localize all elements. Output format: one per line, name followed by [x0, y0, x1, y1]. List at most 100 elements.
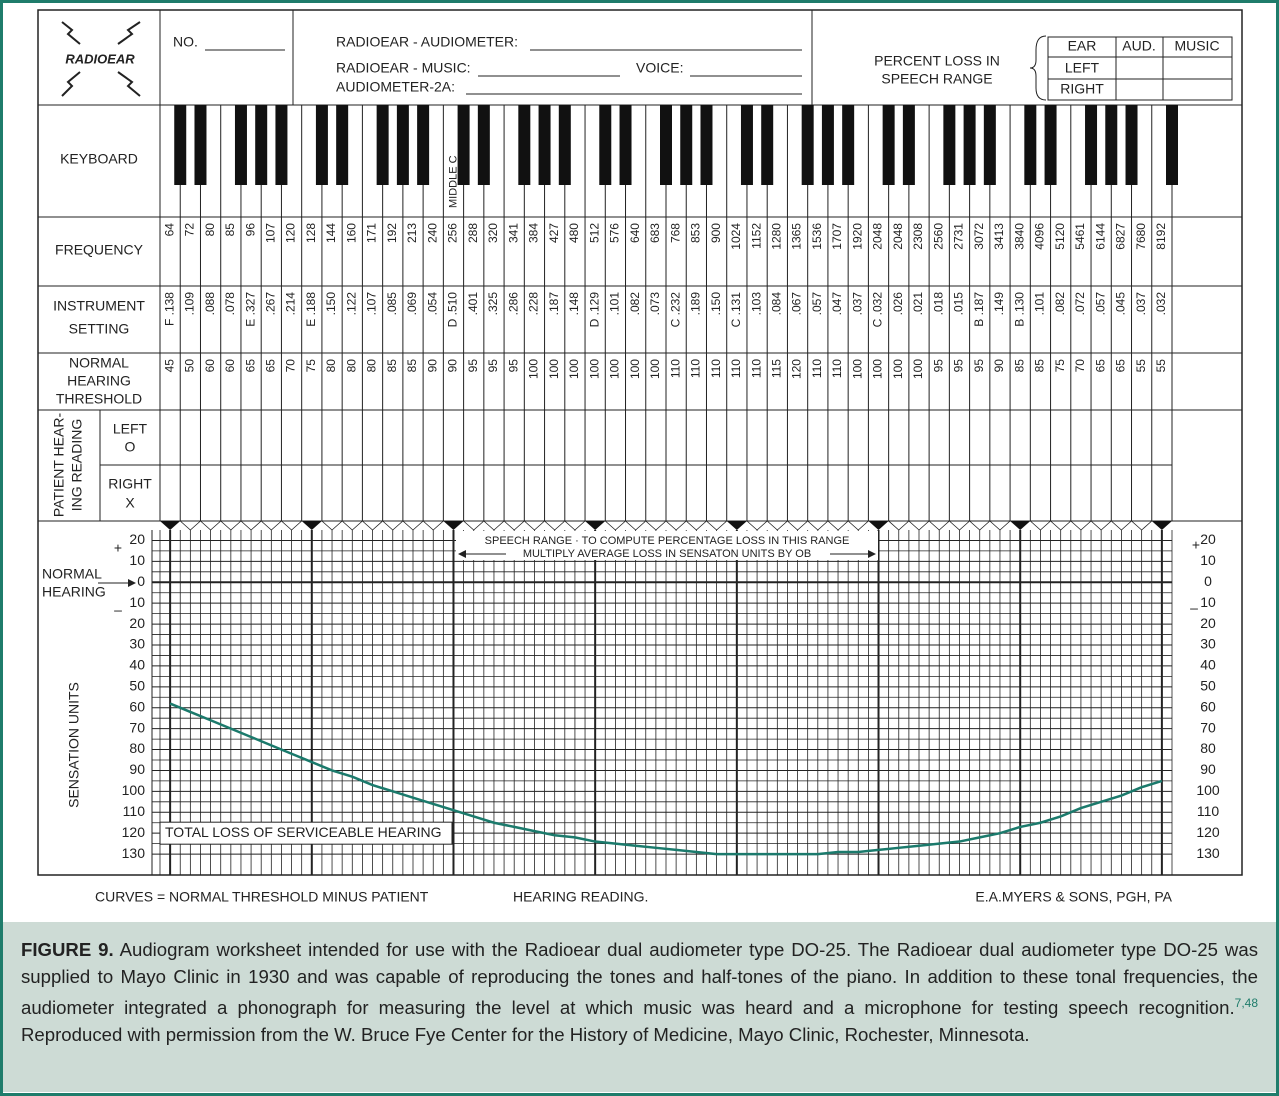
row-label: NORMAL [69, 355, 129, 371]
normal-threshold: 75 [1053, 359, 1067, 373]
y-tick-label: 60 [129, 698, 145, 714]
instrument-setting: .037 [1134, 292, 1148, 316]
black-key [620, 105, 632, 185]
pointer [909, 521, 929, 530]
frequency: 683 [648, 223, 662, 243]
instrument-setting: .084 [769, 292, 783, 316]
normal-threshold: 95 [486, 359, 500, 373]
normal-threshold: 110 [668, 359, 682, 378]
frequency: 6144 [1093, 223, 1107, 250]
normal-threshold: 110 [810, 359, 824, 378]
normal-threshold: 100 [850, 359, 864, 379]
axis-label: SENSATION UNITS [66, 682, 82, 808]
normal-threshold: 110 [709, 359, 723, 378]
instrument-setting: .072 [1073, 292, 1087, 316]
minus-sign: – [1190, 600, 1198, 616]
y-tick-label: 10 [129, 594, 145, 610]
normal-threshold: 85 [1012, 359, 1026, 373]
black-key [842, 105, 854, 185]
octave-pointer [160, 521, 180, 530]
black-key [822, 105, 834, 185]
instrument-setting: .401 [466, 292, 480, 316]
frequency: 320 [486, 223, 500, 243]
instrument-setting: C .032 [871, 292, 885, 328]
y2-tick-label: 20 [1200, 531, 1216, 547]
black-key [255, 105, 267, 185]
frequency: 341 [506, 223, 520, 243]
frequency: 107 [263, 223, 277, 243]
frequency: 640 [628, 223, 642, 243]
instrument-setting: .067 [790, 292, 804, 316]
row-label: O [125, 439, 136, 455]
instrument-setting: B .187 [972, 292, 986, 327]
frequency: 6827 [1114, 223, 1128, 250]
black-key [478, 105, 490, 185]
black-key [377, 105, 389, 185]
pointer [524, 521, 544, 530]
black-key [316, 105, 328, 185]
y2-tick-label: 90 [1200, 761, 1216, 777]
pointer [180, 521, 200, 530]
frequency: 288 [466, 223, 480, 243]
pointer [565, 521, 585, 530]
black-key [518, 105, 530, 185]
octave-pointer [727, 521, 747, 530]
black-key [417, 105, 429, 185]
black-key [458, 105, 470, 185]
black-key [660, 105, 672, 185]
black-key [741, 105, 753, 185]
octave-pointer [1152, 521, 1172, 530]
caption-refs: 7,48 [1235, 996, 1258, 1010]
instrument-setting: .150 [324, 292, 338, 316]
y-tick-label: 120 [122, 824, 146, 840]
instrument-setting: .021 [911, 292, 925, 316]
instrument-setting: .107 [365, 292, 379, 316]
pointer [990, 521, 1010, 530]
frequency: 3840 [1012, 223, 1026, 250]
black-key [1024, 105, 1036, 185]
frequency: 144 [324, 223, 338, 243]
instrument-setting: .122 [344, 292, 358, 316]
frequency: 2308 [911, 223, 925, 250]
y2-tick-label: 20 [1200, 615, 1216, 631]
black-key [397, 105, 409, 185]
frequency: 2731 [952, 223, 966, 250]
row-label: KEYBOARD [60, 151, 138, 167]
frequency: 427 [547, 223, 561, 243]
pointer [1111, 521, 1131, 530]
pointer [1030, 521, 1050, 530]
black-key [275, 105, 287, 185]
frequency: 2048 [871, 223, 885, 250]
normal-threshold: 90 [425, 359, 439, 373]
y-tick-label: 20 [129, 615, 145, 631]
octave-pointer [1010, 521, 1030, 530]
normal-threshold: 100 [608, 359, 622, 379]
percent-loss: SPEECH RANGE [881, 71, 992, 87]
instrument-setting: .109 [183, 292, 197, 316]
normal-threshold: 110 [830, 359, 844, 378]
instrument-setting: .026 [891, 292, 905, 316]
row-label: X [125, 495, 135, 511]
instrument-setting: .032 [1154, 292, 1168, 316]
logo: RADIOEAR [65, 51, 135, 66]
y-tick-label: 40 [129, 657, 145, 673]
instrument-setting: .286 [506, 292, 520, 316]
y2-tick-label: 80 [1200, 740, 1216, 756]
pointer [828, 521, 848, 530]
normal-threshold: 65 [1093, 359, 1107, 373]
black-key [336, 105, 348, 185]
frequency: 3413 [992, 223, 1006, 250]
y2-tick-label: 50 [1200, 678, 1216, 694]
y-tick-label: 10 [129, 552, 145, 568]
pointer [322, 521, 342, 530]
frequency: 64 [162, 223, 176, 237]
normal-threshold: 120 [790, 359, 804, 379]
row-label: INSTRUMENT [53, 298, 145, 314]
frequency: 853 [689, 223, 703, 243]
pointer [1132, 521, 1152, 530]
row-label: FREQUENCY [55, 242, 144, 258]
frequency: 128 [304, 223, 318, 243]
pointer [686, 521, 706, 530]
black-key [235, 105, 247, 185]
y2-tick-label: 60 [1200, 698, 1216, 714]
